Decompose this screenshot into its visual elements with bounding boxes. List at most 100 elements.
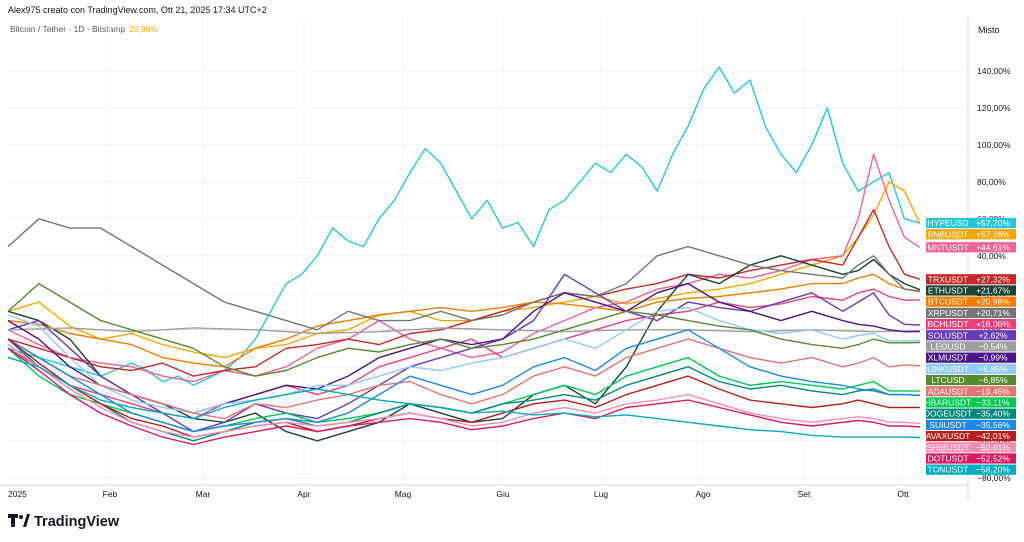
y-tick-label: −80,00% xyxy=(977,473,1011,483)
badge-value: −6,85% xyxy=(978,375,1008,385)
badge-dotusdt[interactable]: DOTUSDT −52,52% xyxy=(926,453,1016,464)
series-line-shibusdt[interactable] xyxy=(7,344,921,438)
badge-symbol-bg xyxy=(926,419,970,430)
badge-value: −33,11% xyxy=(976,397,1010,407)
series-line-leousd[interactable] xyxy=(7,327,921,335)
badge-value-bg xyxy=(970,307,1016,318)
tradingview-logo-icon xyxy=(8,513,30,531)
badge-symbol: DOGEUSDT xyxy=(924,409,972,419)
badge-value: +16,06% xyxy=(976,319,1010,329)
x-tick-label: Feb xyxy=(103,489,118,499)
badge-symbol-bg xyxy=(926,430,970,442)
price-scale-mode[interactable]: Misto xyxy=(978,25,1000,35)
badge-symbol-bg xyxy=(926,229,970,240)
badge-symbol: TRXUSDT xyxy=(928,274,968,284)
badge-symbol-bg xyxy=(926,453,970,464)
series-line-dogeusdt[interactable] xyxy=(7,338,921,442)
series-line-avaxusdt[interactable] xyxy=(7,338,920,438)
series-line-linkusdt[interactable] xyxy=(7,306,921,414)
badge-hbarusdt[interactable]: HBARUSDT −33,11% xyxy=(925,397,1016,408)
badge-solusdt[interactable]: SOLUSDT +2,62% xyxy=(926,330,1016,341)
series-line-ltcusd[interactable] xyxy=(7,282,921,377)
x-tick-label: Lug xyxy=(594,489,608,499)
badge-value-bg xyxy=(970,408,1016,419)
badge-ltcusd[interactable]: LTCUSD −6,85% xyxy=(926,374,1016,386)
badge-shibusdt[interactable]: SHIBUSDT −50,61% xyxy=(926,442,1016,453)
badge-bnbusdt[interactable]: BNBUSDT +57,26% xyxy=(926,229,1016,240)
badge-symbol: ADAUSDT xyxy=(928,386,969,396)
series-line-adausdt[interactable] xyxy=(7,338,921,420)
badge-bchusdt[interactable]: BCHUSDT +16,06% xyxy=(926,318,1016,330)
badge-symbol-bg xyxy=(926,386,970,397)
badge-value-bg xyxy=(970,285,1016,296)
y-tick-label: 100,00% xyxy=(977,140,1011,150)
badge-hypeusd[interactable]: HYPEUSD +57,70% xyxy=(926,217,1016,229)
series-line-suiusdt[interactable] xyxy=(7,329,921,433)
badge-value: −50,61% xyxy=(976,442,1010,452)
badge-symbol: SUIUSDT xyxy=(929,420,966,430)
symbol-legend[interactable]: Bitcoin / Tether · 1D · Bitstamp 20,98% xyxy=(10,24,158,34)
badge-value-bg xyxy=(970,242,1016,253)
symbol-description: Bitcoin / Tether · 1D · Bitstamp xyxy=(10,24,126,34)
badge-value: −42,01% xyxy=(976,431,1010,441)
badge-ethusdt[interactable]: ETHUSDT +21,67% xyxy=(926,285,1016,296)
y-tick-label: 40,00% xyxy=(977,251,1006,261)
badge-value: +57,70% xyxy=(976,218,1010,228)
x-axis-labels: 2025 Feb Mar Apr Mag Giu Lug Ago Set Ott xyxy=(8,489,909,499)
badge-tonusdt[interactable]: TONUSDT −58,20% xyxy=(926,464,1016,475)
badge-symbol-bg xyxy=(926,408,970,419)
badge-value-bg xyxy=(970,464,1016,475)
badge-symbol: SOLUSDT xyxy=(928,330,968,340)
x-tick-label: 2025 xyxy=(8,489,27,499)
x-tick-label: Apr xyxy=(297,489,310,499)
badge-value: +57,26% xyxy=(976,229,1010,239)
badge-symbol: BCHUSDT xyxy=(927,319,968,329)
badge-value-bg xyxy=(970,296,1016,307)
badge-xrpusdt[interactable]: XRPUSDT +20,71% xyxy=(926,307,1016,318)
badge-value: −58,20% xyxy=(976,465,1010,475)
badge-symbol-bg xyxy=(926,330,970,341)
badge-symbol: LINKUSDT xyxy=(927,364,969,374)
badge-value-bg xyxy=(970,386,1016,397)
badge-symbol: XLMUSDT xyxy=(928,353,969,363)
badge-symbol-bg xyxy=(926,307,970,318)
badge-value-bg xyxy=(970,217,1016,229)
badge-avaxusdt[interactable]: AVAXUSDT −42,01% xyxy=(926,430,1016,442)
series-line-dotusdt[interactable] xyxy=(7,347,921,446)
y-tick-label: 140,00% xyxy=(977,66,1011,76)
badge-xlmusdt[interactable]: XLMUSDT −0,99% xyxy=(926,352,1016,363)
series-line-tonusdt[interactable] xyxy=(7,356,921,439)
x-tick-label: Ago xyxy=(695,489,710,499)
series-line-mntusdt[interactable] xyxy=(7,153,921,383)
badge-value-bg xyxy=(970,453,1016,464)
badge-symbol: BTCUSDT xyxy=(928,297,968,307)
series-line-xrpusdt[interactable] xyxy=(7,218,921,331)
badge-linkusdt[interactable]: LINKUSDT −5,85% xyxy=(926,363,1016,374)
badge-symbol: HBARUSDT xyxy=(925,397,972,407)
x-tick-label: Mag xyxy=(395,489,412,499)
symbol-change: 20,98% xyxy=(129,24,158,34)
badge-symbol-bg xyxy=(926,464,970,475)
badge-symbol: TONUSDT xyxy=(928,465,969,475)
tradingview-brand[interactable]: TradingView xyxy=(8,513,119,531)
badge-value-bg xyxy=(970,419,1016,430)
series-line-btcusdt[interactable] xyxy=(7,273,921,368)
badge-mntusdt[interactable]: MNTUSDT +44,61% xyxy=(926,242,1016,253)
badge-value: +21,67% xyxy=(976,285,1010,295)
badge-value-bg xyxy=(970,318,1016,330)
x-tick-label: Mar xyxy=(196,489,211,499)
badge-value: +20,98% xyxy=(976,297,1010,307)
badge-symbol-bg xyxy=(926,341,970,352)
badge-value-bg xyxy=(970,374,1016,386)
series-line-trxusdt[interactable] xyxy=(7,208,921,377)
badge-dogeusdt[interactable]: DOGEUSDT −35,40% xyxy=(924,408,1016,419)
badge-symbol-bg xyxy=(926,363,970,374)
series-line-ethusdt[interactable] xyxy=(7,255,921,442)
badge-btcusdt[interactable]: BTCUSDT +20,98% xyxy=(926,296,1016,307)
badge-suiusdt[interactable]: SUIUSDT −35,56% xyxy=(926,419,1016,430)
badge-leousd[interactable]: LEOUSD −0,54% xyxy=(926,341,1016,352)
badge-adausdt[interactable]: ADAUSDT −19,45% xyxy=(926,386,1016,397)
badge-trxusdt[interactable]: TRXUSDT +27,32% xyxy=(926,274,1016,285)
badge-symbol-bg xyxy=(926,217,970,229)
